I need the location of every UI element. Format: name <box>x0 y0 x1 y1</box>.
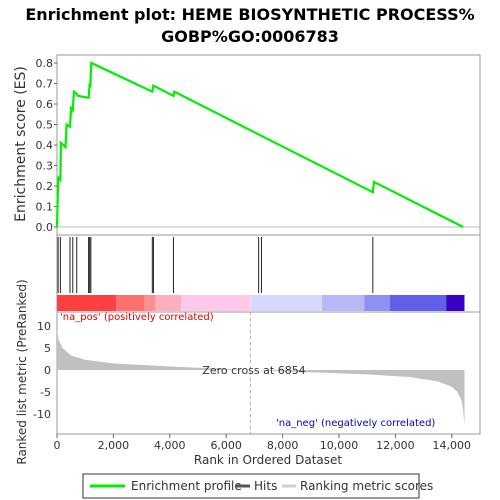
legend-hits-label: Hits <box>254 479 277 493</box>
metric-x-ticks: 0 2,000 4,000 6,000 8,000 10,000 12,000 14,000 <box>54 434 472 452</box>
metric-y-tick-label: 10 <box>37 320 51 333</box>
heat-bar-segment <box>181 295 251 311</box>
es-y-tick-label: 0.2 <box>36 180 54 193</box>
legend-box <box>82 473 420 499</box>
x-tick-label: 4,000 <box>154 439 186 452</box>
metric-y-axis-title: Ranked list metric (PreRanked) <box>15 279 29 464</box>
es-y-tick-label: 0.4 <box>36 139 54 152</box>
metric-y-tick-label: 5 <box>44 342 51 355</box>
heat-bar-segment <box>155 295 182 311</box>
x-tick-label: 2,000 <box>98 439 130 452</box>
es-plot-area <box>56 54 481 236</box>
heat-bar-segment <box>57 295 117 311</box>
x-tick-label: 10,000 <box>320 439 359 452</box>
x-axis-title: Rank in Ordered Dataset <box>194 453 342 467</box>
legend-enrichment-label: Enrichment profile <box>131 479 242 493</box>
es-y-tick-label: 0.0 <box>36 221 54 234</box>
x-tick-label: 12,000 <box>376 439 415 452</box>
heat-bar-segment <box>364 295 390 311</box>
legend-ranking-label: Ranking metric scores <box>300 479 433 493</box>
enrichment-profile-line <box>55 61 464 228</box>
es-y-tick-label: 0.1 <box>36 201 54 214</box>
metric-y-ticks: 10 5 0 -5 -10 <box>33 320 51 421</box>
heat-bar-segment <box>446 295 465 311</box>
es-y-ticks: 0.0 0.1 0.2 0.3 0.4 0.5 0.6 0.7 0.8 <box>36 57 57 234</box>
metric-y-tick-label: 0 <box>44 364 51 377</box>
heat-bar-segment <box>116 295 145 311</box>
es-y-tick-label: 0.6 <box>36 98 54 111</box>
negative-correlation-label: 'na_neg' (negatively correlated) <box>276 418 435 429</box>
es-y-axis-title: Enrichment score (ES) <box>13 66 29 222</box>
es-y-tick-label: 0.3 <box>36 160 54 173</box>
x-tick-label: 6,000 <box>210 439 242 452</box>
metric-y-tick-label: -5 <box>40 386 51 399</box>
heat-bar-segment <box>389 295 447 311</box>
positive-correlation-label: 'na_pos' (positively correlated) <box>60 312 214 323</box>
heat-bar-segment <box>144 295 156 311</box>
zero-cross-label: Zero cross at 6854 <box>202 364 305 377</box>
chart-title-line2: GOBP%GO:0006783 <box>161 27 339 46</box>
x-tick-label: 8,000 <box>267 439 299 452</box>
metric-y-tick-label: -10 <box>33 408 51 421</box>
ranking-heat-bar <box>57 295 465 311</box>
hit-lines <box>57 237 374 293</box>
x-tick-label: 0 <box>54 439 61 452</box>
es-y-tick-label: 0.8 <box>36 57 54 70</box>
heat-bar-segment <box>322 295 365 311</box>
es-y-tick-label: 0.5 <box>36 119 54 132</box>
chart-title-line1: Enrichment plot: HEME BIOSYNTHETIC PROCE… <box>25 5 474 24</box>
heat-bar-segment <box>250 295 323 311</box>
x-tick-label: 14,000 <box>433 439 472 452</box>
es-y-tick-label: 0.7 <box>36 78 54 91</box>
